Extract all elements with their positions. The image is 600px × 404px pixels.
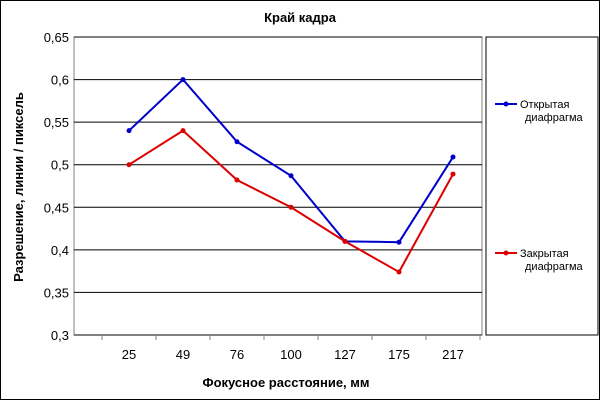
data-point [288,173,294,179]
y-tick-label: 0,55 [44,115,69,130]
legend-label-line: Открытая [520,99,569,111]
data-point [450,171,456,177]
legend-label-line: диафрагма [525,261,584,273]
y-tick-label: 0,45 [44,200,69,215]
x-tick-label: 49 [176,347,190,362]
x-tick-label: 25 [122,347,136,362]
data-point [234,139,240,145]
data-point [234,177,240,183]
data-point [180,77,186,83]
y-tick-label: 0,65 [44,30,69,45]
chart-title: Край кадра [264,10,337,25]
data-point [342,238,348,244]
y-tick-label: 0,3 [51,328,69,343]
x-tick-label: 217 [442,347,464,362]
legend-label: Открытая диафрагма [520,99,584,124]
legend-box [485,36,599,336]
legend-item-1: Открытая диафрагма [495,99,584,124]
series-2 [126,128,456,275]
data-point [126,162,132,168]
y-axis-label: Разрешение, линии / пиксель [11,92,26,282]
legend-swatch-marker [503,101,509,107]
data-point [396,239,402,245]
data-point [396,269,402,275]
data-point [180,128,186,134]
plot-area [73,36,483,336]
x-axis-label: Фокусное расстояние, мм [202,375,369,390]
x-tick-label: 100 [280,347,302,362]
x-tick-label: 76 [230,347,244,362]
series-layer [126,77,456,275]
x-tick-label: 127 [334,347,356,362]
gridlines [74,36,482,336]
y-tick-label: 0,5 [51,158,69,173]
x-tick-label: 175 [388,347,410,362]
x-axis-ticks: 25 49 76 100 127 175 217 [101,335,481,362]
legend-label-line: диафрагма [525,112,584,124]
y-tick-label: 0,6 [51,73,69,88]
data-point [450,154,456,160]
y-axis-ticks: 0,3 0,35 0,4 0,45 0,5 0,55 0,6 0,65 [44,30,69,343]
legend-swatch-marker [503,250,509,256]
y-tick-label: 0,4 [51,243,69,258]
data-point [288,204,294,210]
data-point [126,128,132,134]
legend-label: Закрытая диафрагма [520,248,584,273]
legend-item-2: Закрытая диафрагма [495,248,584,273]
y-tick-label: 0,35 [44,285,69,300]
legend-label-line: Закрытая [520,248,569,260]
